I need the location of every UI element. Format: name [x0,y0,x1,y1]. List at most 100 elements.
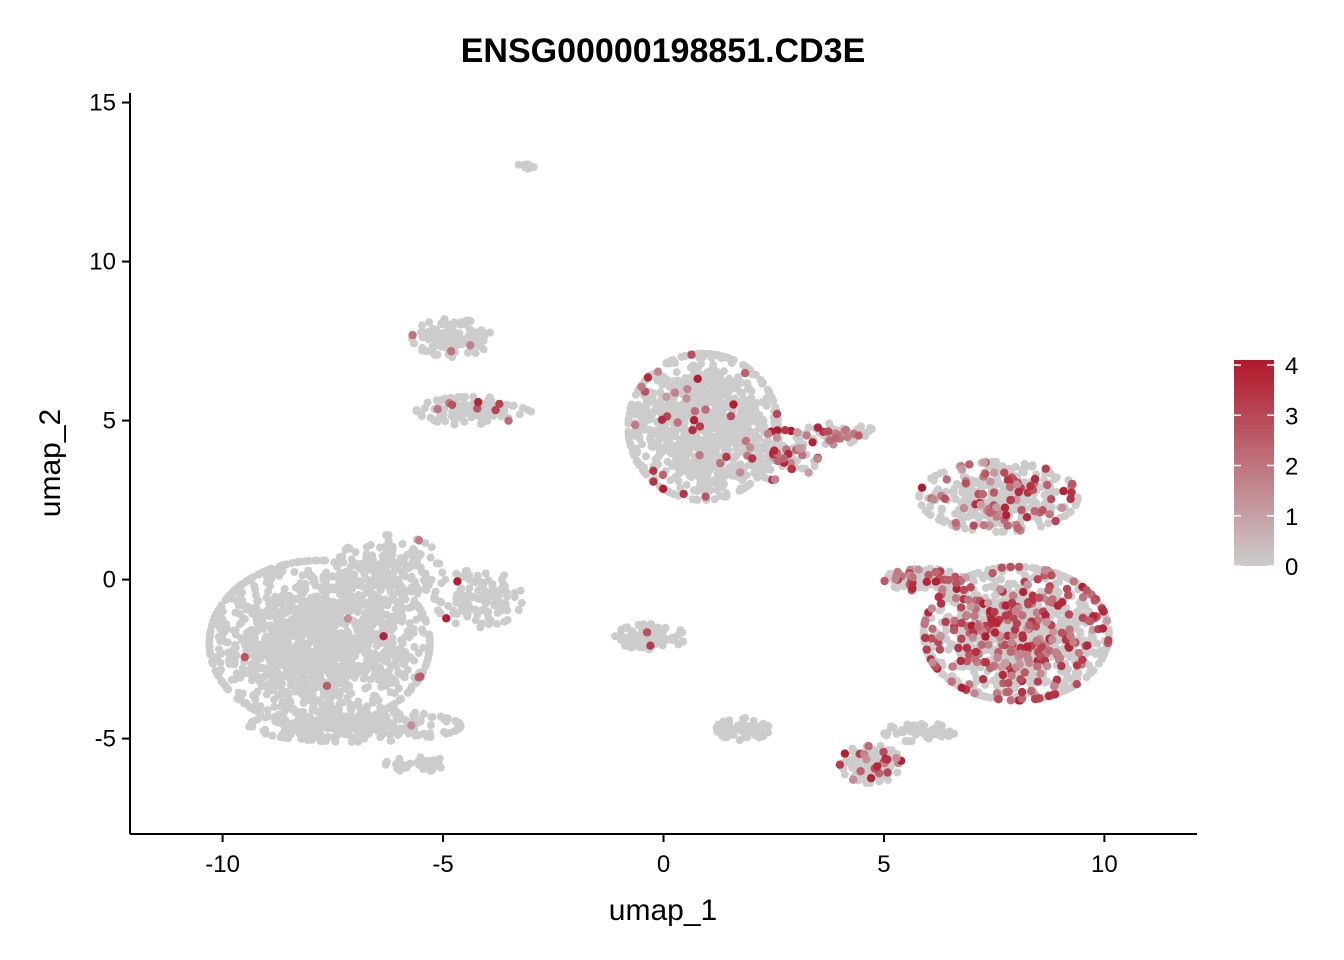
cell-point [347,704,356,713]
cell-point [810,462,819,470]
cell-point [319,711,328,720]
cell-point [414,649,423,658]
cell-point [355,603,363,612]
cell-point [625,417,634,426]
cell-point [405,619,414,628]
cell-point [363,702,372,711]
cell-point [283,654,292,663]
cell-point [403,727,412,736]
cell-point [662,375,671,384]
cell-point [693,495,702,504]
cell-point [481,329,490,338]
cell-point [265,612,274,621]
cell-point [628,448,637,456]
cell-point [422,331,431,340]
cell-point [305,630,314,639]
cell-point [368,554,377,563]
cell-point [329,585,338,594]
cell-point [379,656,388,665]
cell-point [654,460,663,469]
cell-point [485,620,493,629]
cell-point [437,396,446,404]
cell-point [275,571,284,580]
cell-point [247,604,256,613]
cell-point [641,407,650,416]
cell-point [961,524,969,533]
cell-point [293,659,302,668]
cell-point [309,617,318,626]
cell-point [687,374,696,383]
cell-point [416,550,425,559]
cell-point [529,163,538,171]
cell-point [234,694,242,703]
cell-point [386,730,394,739]
cell-point [304,715,313,723]
cell-point [467,413,476,422]
cell-point [348,584,356,593]
cell-point [297,734,306,743]
cell-point [276,733,285,742]
cell-point [426,553,435,562]
cell-point [208,657,217,666]
cell-point [503,606,512,615]
cell-point [681,461,690,470]
chart-title: ENSG00000198851.CD3E [461,32,866,70]
cell-point [238,588,247,597]
cell-point [416,717,425,726]
cell-point [999,489,1008,498]
cell-point [347,555,356,564]
cell-point [312,696,320,705]
cell-point [256,640,264,649]
cell-point [421,569,430,578]
cell-point [1023,495,1032,503]
cell-point [704,433,713,442]
cell-point [262,578,271,587]
cell-point [322,700,331,709]
cell-point [737,404,745,413]
cell-point [323,732,332,741]
cell-point [464,601,473,610]
cell-point [421,616,430,625]
cell-point [387,569,395,578]
cell-point [746,405,755,414]
cell-point [299,691,308,700]
cell-point [477,585,486,593]
cell-point [449,606,458,615]
cell-point [1072,500,1080,509]
cell-point [205,643,214,652]
cell-point [498,410,507,419]
cell-point [284,661,293,670]
cell-point [354,578,363,587]
cell-point [349,716,358,725]
cell-point [262,632,271,641]
cell-point [328,637,337,645]
cell-point [407,603,416,612]
cell-point [460,338,468,347]
cell-point [497,575,506,584]
cell-point [412,582,421,591]
cell-point [331,737,340,746]
cell-point [425,318,434,327]
cell-point [256,702,265,711]
cell-point [280,721,288,730]
cell-point [733,376,742,385]
cell-point [724,463,733,472]
cell-point [762,393,771,402]
cell-point [403,665,412,674]
cell-point [477,578,486,587]
cell-point [299,639,308,648]
cell-point [399,558,408,567]
cell-point [281,605,290,614]
cell-point [409,544,418,553]
cell-point [1041,678,1050,687]
cell-point [516,586,525,595]
cell-point [358,715,367,723]
cell-point [348,733,357,742]
cell-point [481,569,490,578]
cell-point [674,477,683,486]
cell-point [309,652,318,661]
cell-point [397,607,406,616]
cell-point [389,623,398,632]
cell-point [712,413,721,422]
cell-point [377,675,386,684]
